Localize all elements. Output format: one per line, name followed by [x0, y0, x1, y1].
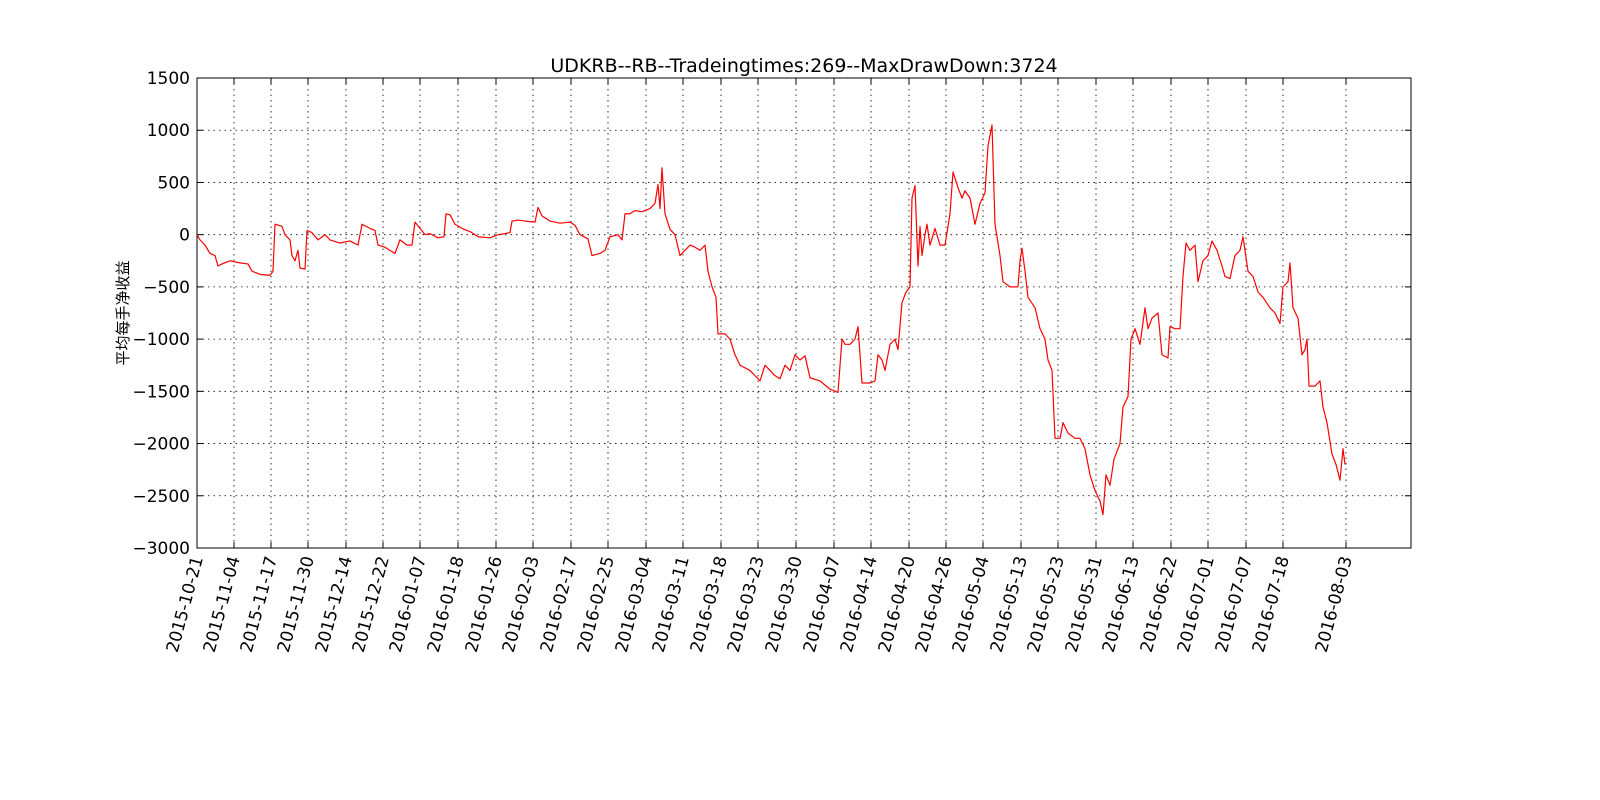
x-tick-label: 2016-04-07: [800, 554, 845, 655]
y-tick-label: −1500: [132, 382, 190, 402]
x-tick-label: 2016-05-13: [987, 554, 1032, 655]
y-tick-label: −3000: [132, 539, 190, 559]
x-tick-label: 2016-07-07: [1212, 554, 1257, 655]
plot-frame: [196, 77, 1412, 549]
x-tick-label: 2016-03-23: [724, 554, 769, 655]
x-tick-label: 2016-06-22: [1137, 554, 1182, 655]
chart-title: UDKRB--RB--Tradeingtimes:269--MaxDrawDow…: [550, 55, 1057, 77]
x-tick-label: 2015-12-14: [312, 554, 357, 655]
x-tick-label: 2015-10-21: [163, 554, 208, 655]
x-tick-label: 2016-03-18: [687, 554, 732, 655]
x-tick-label: 2016-05-04: [949, 554, 994, 655]
y-tick-label: −500: [143, 278, 190, 298]
x-tick-label: 2016-07-18: [1249, 554, 1294, 655]
x-tick-label: 2016-02-17: [537, 554, 582, 655]
x-tick-label: 2016-04-20: [875, 554, 920, 655]
x-tick-label: 2016-03-11: [649, 554, 694, 655]
x-tick-label: 2016-08-03: [1312, 554, 1357, 655]
x-tick-label: 2016-01-26: [462, 554, 507, 655]
x-tick-label: 2016-04-26: [912, 554, 957, 655]
data-line: [196, 124, 1346, 516]
x-tick-label: 2016-03-30: [762, 554, 807, 655]
x-tick-label: 2016-05-23: [1024, 554, 1069, 655]
y-tick-label: −1000: [132, 330, 190, 350]
y-tick-label: −2000: [132, 435, 190, 455]
y-tick-label: 0: [179, 226, 190, 246]
x-tick-label: 2015-11-30: [274, 554, 319, 655]
x-tick-label: 2016-01-07: [386, 554, 431, 655]
y-tick-label: 1500: [147, 69, 190, 89]
y-tick-label: −2500: [132, 487, 190, 507]
x-tick-label: 2015-12-22: [349, 554, 394, 655]
y-tick-label: 500: [158, 173, 190, 193]
x-tick-label: 2016-04-14: [837, 554, 882, 655]
x-tick-label: 2015-11-17: [237, 554, 282, 655]
x-tick-label: 2016-07-01: [1174, 554, 1219, 655]
x-tick-label: 2015-11-04: [200, 554, 245, 655]
y-tick-label: 1000: [147, 121, 190, 141]
x-tick-label: 2016-02-03: [499, 554, 544, 655]
x-tick-label: 2016-01-18: [424, 554, 469, 655]
x-tick-label: 2016-06-13: [1099, 554, 1144, 655]
x-tick-label: 2016-03-04: [612, 554, 657, 655]
x-tick-label: 2016-05-31: [1062, 554, 1107, 655]
y-axis-label: 平均每手净收益: [114, 260, 132, 365]
x-tick-label: 2016-02-25: [574, 554, 619, 655]
